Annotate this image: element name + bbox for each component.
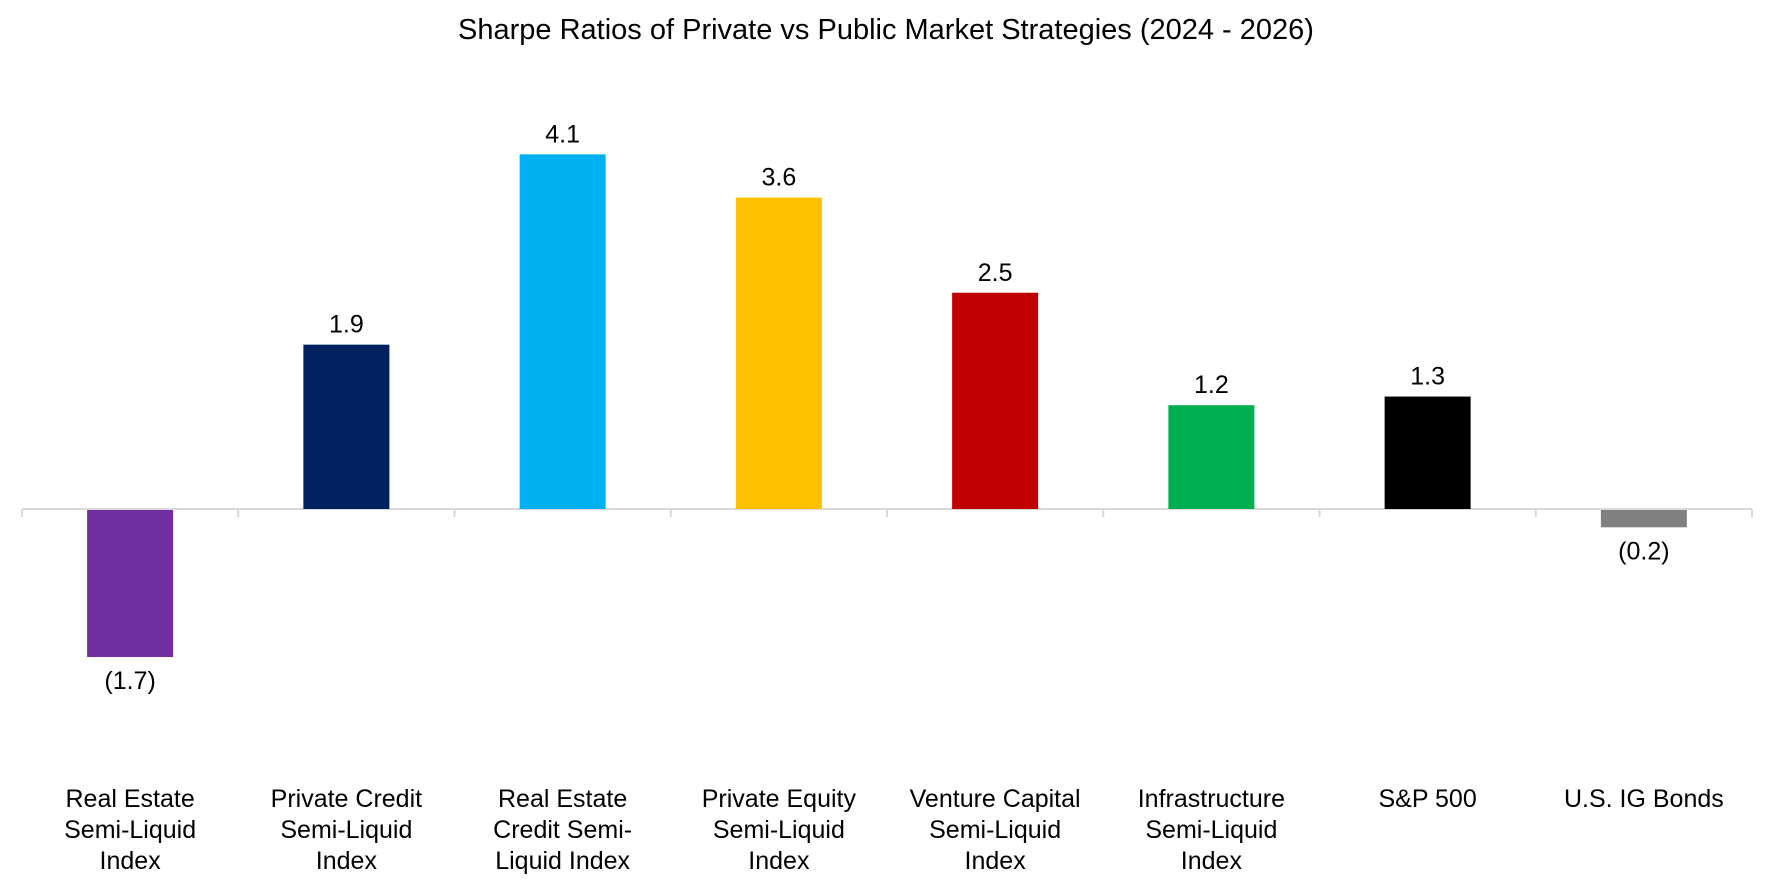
data-label-5: 1.2 xyxy=(1194,371,1229,399)
category-label-4-line-2: Index xyxy=(965,847,1027,875)
bar-3 xyxy=(735,197,822,509)
data-label-0: (1.7) xyxy=(104,667,155,695)
chart-title: Sharpe Ratios of Private vs Public Marke… xyxy=(458,14,1314,46)
category-label-2-line-0: Real Estate xyxy=(498,785,627,813)
category-label-4-line-1: Semi-Liquid xyxy=(929,816,1061,844)
category-label-5-line-0: Infrastructure xyxy=(1138,785,1285,813)
bar-4 xyxy=(952,292,1039,509)
category-labels-layer: Real Estate Semi-Liquid Index Private Credi… xyxy=(64,785,1724,875)
bar-7 xyxy=(1600,510,1687,528)
category-label-1-line-2: Index xyxy=(316,847,378,875)
category-label-6-line-0: S&P 500 xyxy=(1379,785,1477,813)
bars-layer xyxy=(87,154,1687,658)
bar-0 xyxy=(87,510,174,658)
data-label-2: 4.1 xyxy=(545,120,580,148)
bar-1 xyxy=(303,344,390,509)
category-label-1-line-1: Semi-Liquid xyxy=(280,816,412,844)
category-label-7-line-0: U.S. IG Bonds xyxy=(1564,785,1724,813)
bar-2 xyxy=(519,154,606,509)
category-label-3-line-2: Index xyxy=(748,847,810,875)
data-label-3: 3.6 xyxy=(761,164,796,192)
category-label-0-line-2: Index xyxy=(100,847,162,875)
data-label-6: 1.3 xyxy=(1410,363,1445,391)
category-label-0-line-1: Semi-Liquid xyxy=(64,816,196,844)
data-labels-layer: (1.7) 1.9 4.1 3.6 2.5 1.2 1.3 (0.2) xyxy=(104,120,1669,695)
category-label-3-line-0: Private Equity xyxy=(702,785,857,813)
category-label-2-line-2: Liquid Index xyxy=(495,847,630,875)
data-label-7: (0.2) xyxy=(1618,537,1669,565)
data-label-1: 1.9 xyxy=(329,311,364,339)
category-label-5-line-1: Semi-Liquid xyxy=(1145,816,1277,844)
category-label-1-line-0: Private Credit xyxy=(271,785,422,813)
bar-6 xyxy=(1384,396,1471,509)
category-label-2-line-1: Credit Semi- xyxy=(493,816,632,844)
category-label-3-line-1: Semi-Liquid xyxy=(713,816,845,844)
data-label-4: 2.5 xyxy=(978,259,1013,287)
bar-5 xyxy=(1168,405,1255,509)
axis-layer xyxy=(21,508,1753,517)
category-label-0-line-0: Real Estate xyxy=(66,785,195,813)
category-label-5-line-2: Index xyxy=(1181,847,1243,875)
category-label-4-line-0: Venture Capital xyxy=(910,785,1081,813)
